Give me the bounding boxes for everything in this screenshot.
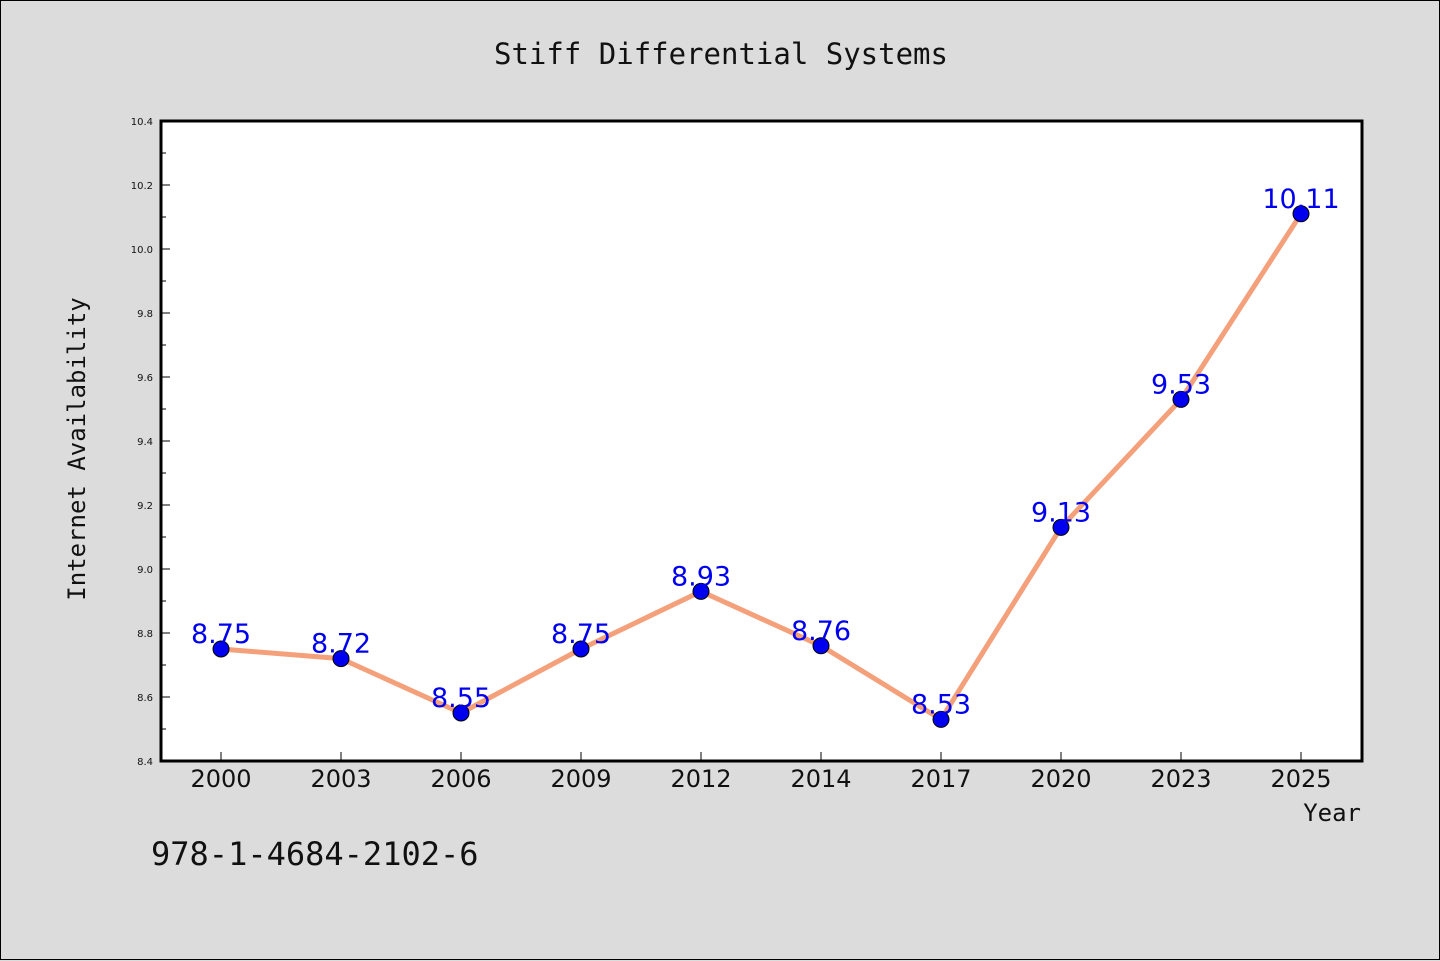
data-label: 8.53 bbox=[911, 689, 971, 720]
x-tick-label: 2023 bbox=[1150, 765, 1211, 793]
data-label: 8.72 bbox=[311, 629, 371, 660]
y-tick-label: 10.2 bbox=[131, 181, 153, 192]
x-tick-label: 2003 bbox=[310, 765, 371, 793]
data-point bbox=[1292, 205, 1310, 223]
data-point bbox=[452, 704, 470, 722]
data-label: 8.76 bbox=[791, 616, 851, 647]
x-tick-label: 2009 bbox=[550, 765, 611, 793]
data-point bbox=[692, 582, 710, 600]
x-tick-label: 2000 bbox=[190, 765, 251, 793]
y-tick-label: 10.0 bbox=[131, 245, 153, 256]
data-label: 9.13 bbox=[1031, 497, 1091, 528]
y-tick-label: 10.4 bbox=[131, 117, 153, 128]
x-axis-label: Year bbox=[1303, 799, 1361, 827]
y-axis: 8.4 8.6 8.8 9.0 9.2 9.4 9.6 9.8 10.0 10.2 10.4 bbox=[131, 117, 170, 768]
series-layer bbox=[212, 205, 1310, 728]
data-point bbox=[1172, 390, 1190, 408]
x-tick-label: 2012 bbox=[670, 765, 731, 793]
data-point bbox=[1052, 518, 1070, 536]
y-tick-label: 9.2 bbox=[137, 501, 153, 512]
y-tick-label: 9.8 bbox=[137, 309, 153, 320]
chart-title: Stiff Differential Systems bbox=[494, 37, 948, 71]
y-tick-label: 9.4 bbox=[137, 437, 153, 448]
series-line bbox=[220, 212, 1304, 722]
data-label: 8.93 bbox=[671, 561, 731, 592]
y-tick-label: 9.0 bbox=[137, 565, 153, 576]
y-tick-label: 9.6 bbox=[137, 373, 153, 384]
y-tick-label: 8.6 bbox=[137, 693, 153, 704]
x-tick-label: 2025 bbox=[1270, 765, 1331, 793]
x-tick-label: 2017 bbox=[910, 765, 971, 793]
data-point bbox=[212, 640, 230, 658]
y-tick-label: 8.4 bbox=[137, 757, 153, 768]
x-tick-label: 2006 bbox=[430, 765, 491, 793]
x-axis: 2000 2003 2006 2009 2012 2014 2017 2020 2023 2025 bbox=[190, 752, 1332, 793]
data-label: 8.55 bbox=[431, 683, 491, 714]
data-label: 8.75 bbox=[191, 619, 251, 650]
data-label: 9.53 bbox=[1151, 369, 1211, 400]
data-label: 8.75 bbox=[551, 619, 611, 650]
x-tick-label: 2020 bbox=[1030, 765, 1091, 793]
isbn-annotation: 978-1-4684-2102-6 bbox=[151, 835, 479, 873]
data-point bbox=[572, 640, 590, 658]
plot-area bbox=[159, 119, 1364, 763]
data-point bbox=[812, 637, 830, 655]
data-point bbox=[932, 710, 950, 728]
data-point bbox=[332, 650, 350, 668]
y-tick-label: 8.8 bbox=[137, 629, 153, 640]
y-axis-label: Internet Availability bbox=[63, 297, 91, 600]
data-labels-layer: 8.75 8.72 8.55 8.75 8.93 8.76 8.53 9.13 9.53 10.1… bbox=[191, 184, 1340, 721]
data-label: 10.11 bbox=[1262, 184, 1339, 215]
x-tick-label: 2014 bbox=[790, 765, 851, 793]
